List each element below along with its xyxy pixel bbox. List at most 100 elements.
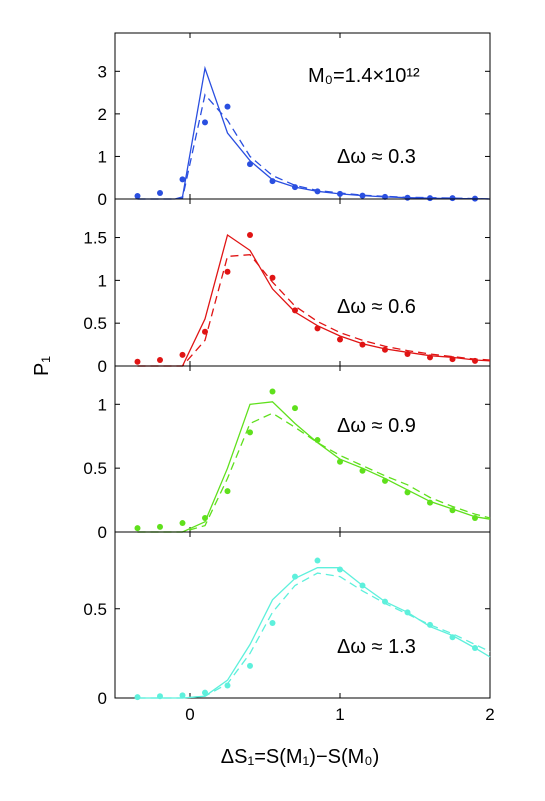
x-tick-label: 2 bbox=[485, 705, 494, 724]
data-point bbox=[292, 307, 298, 314]
data-point bbox=[427, 195, 433, 202]
data-point bbox=[382, 598, 388, 605]
x-axis-label: ΔS₁=S(M₁)−S(M₀) bbox=[221, 746, 380, 768]
data-point bbox=[157, 693, 163, 700]
data-point bbox=[427, 621, 433, 628]
panel-1-frame bbox=[114, 32, 491, 200]
data-point bbox=[314, 325, 321, 332]
data-point bbox=[157, 523, 163, 530]
data-point bbox=[382, 477, 388, 484]
data-point bbox=[382, 193, 388, 200]
data-point bbox=[269, 274, 276, 281]
data-point bbox=[427, 499, 433, 506]
panel-1-annotation: Δω ≈ 0.3 bbox=[337, 146, 416, 168]
y-tick-label: 0 bbox=[98, 523, 107, 542]
data-point bbox=[202, 689, 208, 696]
y-tick-label: 0 bbox=[98, 357, 107, 376]
data-point bbox=[157, 357, 163, 364]
data-point bbox=[134, 193, 141, 200]
y-tick-label: 0.5 bbox=[83, 600, 107, 619]
solid-series-line bbox=[137, 65, 491, 200]
data-point bbox=[134, 694, 141, 701]
data-point bbox=[247, 429, 253, 436]
data-point bbox=[449, 356, 456, 363]
data-point bbox=[472, 514, 478, 521]
panel-3-annotation: Δω ≈ 0.9 bbox=[337, 415, 416, 437]
data-point bbox=[202, 119, 208, 126]
solid-series-line bbox=[137, 233, 491, 367]
data-point bbox=[179, 351, 186, 358]
data-point bbox=[134, 358, 141, 365]
data-point bbox=[449, 195, 456, 202]
data-point bbox=[404, 351, 411, 358]
data-point bbox=[472, 645, 478, 652]
data-point bbox=[314, 557, 321, 564]
data-point bbox=[224, 682, 231, 689]
data-point bbox=[269, 388, 276, 395]
data-point bbox=[157, 190, 163, 197]
y-tick-label: 2 bbox=[98, 105, 107, 124]
y-axis-label: P₁ bbox=[31, 356, 53, 376]
data-point bbox=[269, 178, 276, 185]
data-point bbox=[337, 566, 343, 573]
panels: 0 1 2 3 Δω ≈ 0.3 0 0.5 1 1.5 Δω ≈ 0.6 0 0.5 1 Δω ≈ 0.… bbox=[83, 32, 495, 724]
data-point bbox=[359, 192, 366, 199]
panel-2: 0 0.5 1 1.5 Δω ≈ 0.6 bbox=[83, 198, 491, 376]
panel-4-frame bbox=[114, 531, 491, 699]
data-point bbox=[382, 346, 388, 353]
data-point bbox=[179, 520, 186, 527]
panel-1: 0 1 2 3 Δω ≈ 0.3 bbox=[98, 32, 491, 209]
dashed-series-line bbox=[137, 93, 491, 200]
data-point bbox=[179, 176, 186, 183]
data-point bbox=[404, 609, 411, 616]
y-tick-label: 0 bbox=[98, 689, 107, 708]
data-point bbox=[472, 357, 478, 364]
data-point bbox=[292, 405, 298, 412]
data-point bbox=[404, 194, 411, 201]
y-tick-label: 1 bbox=[98, 147, 107, 166]
data-point bbox=[247, 161, 253, 168]
data-point bbox=[224, 268, 231, 275]
data-point bbox=[359, 467, 366, 474]
data-point bbox=[247, 662, 253, 669]
y-tick-label: 0.5 bbox=[83, 314, 107, 333]
y-tick-label: 1 bbox=[98, 271, 107, 290]
y-tick-label: 0.5 bbox=[83, 459, 107, 478]
panel-3: 0 0.5 1 Δω ≈ 0.9 bbox=[83, 365, 491, 542]
data-point bbox=[202, 514, 208, 521]
panel-2-frame bbox=[114, 198, 491, 367]
data-point bbox=[337, 190, 343, 197]
data-point bbox=[449, 634, 456, 641]
data-point bbox=[179, 692, 186, 699]
panel-2-annotation: Δω ≈ 0.6 bbox=[337, 296, 416, 318]
data-point bbox=[224, 103, 231, 110]
data-point bbox=[337, 458, 343, 465]
data-point bbox=[449, 507, 456, 514]
data-point bbox=[359, 582, 366, 589]
data-point bbox=[337, 336, 343, 343]
data-point bbox=[292, 184, 298, 191]
data-point bbox=[134, 525, 141, 532]
data-point bbox=[404, 489, 411, 496]
data-point bbox=[292, 573, 298, 580]
x-tick-label: 1 bbox=[335, 705, 344, 724]
dashed-series-line bbox=[137, 572, 491, 699]
panel-4: 0 1 2 0 0.5 Δω ≈ 1.3 bbox=[83, 531, 495, 724]
panel-4-annotation: Δω ≈ 1.3 bbox=[337, 636, 416, 658]
y-tick-label: 3 bbox=[98, 62, 107, 81]
data-point bbox=[247, 231, 253, 238]
dashed-series-line bbox=[137, 254, 491, 367]
data-point bbox=[359, 341, 366, 348]
solid-series-line bbox=[137, 567, 491, 699]
data-point bbox=[202, 328, 208, 335]
y-tick-label: 1 bbox=[98, 395, 107, 414]
panel-3-frame bbox=[114, 365, 491, 533]
mass-annotation: M₀=1.4×10¹² bbox=[308, 65, 420, 87]
x-tick-label: 0 bbox=[185, 705, 194, 724]
solid-series-line bbox=[137, 401, 491, 533]
data-point bbox=[269, 620, 276, 627]
dashed-series-line bbox=[137, 412, 491, 533]
y-tick-label: 0 bbox=[98, 190, 107, 209]
y-tick-label: 1.5 bbox=[83, 229, 107, 248]
